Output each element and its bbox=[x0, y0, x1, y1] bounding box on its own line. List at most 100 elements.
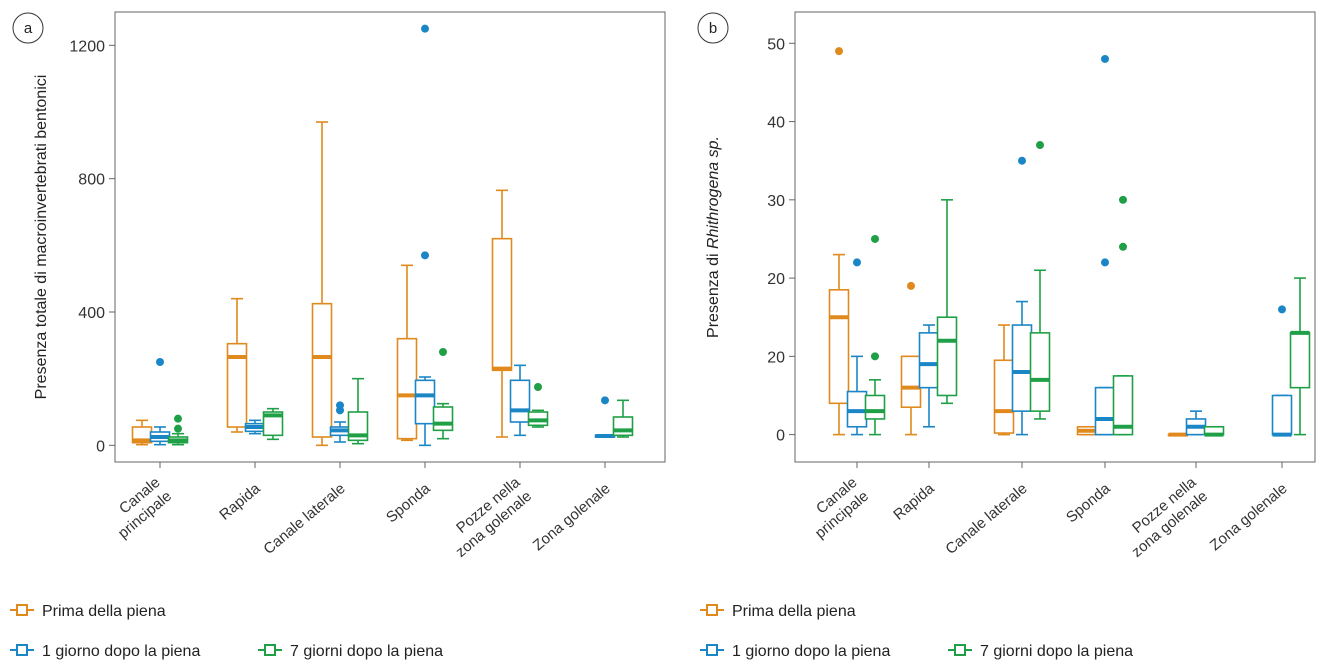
outlier-point bbox=[1119, 242, 1127, 251]
box-prima bbox=[396, 264, 418, 442]
outlier-point bbox=[336, 401, 344, 410]
legend-item-sette: 7 giorni dopo la piena bbox=[948, 643, 1133, 660]
box-sette bbox=[262, 407, 284, 441]
box-iqr bbox=[509, 379, 531, 423]
chart-panel-a: 0 400 800 1200 Canaleprincipale RapidaCanale … bbox=[12, 11, 666, 561]
outlier-point bbox=[871, 352, 879, 361]
box-uno bbox=[1271, 305, 1293, 437]
box-uno bbox=[149, 358, 171, 446]
box-iqr bbox=[432, 406, 454, 432]
box-iqr bbox=[226, 342, 248, 428]
box-sette bbox=[527, 383, 549, 428]
y-tick-label: 50 bbox=[767, 36, 785, 53]
x-tick-label: Canale laterale bbox=[942, 480, 1030, 558]
box-uno bbox=[414, 24, 436, 447]
legend-swatch-box bbox=[706, 604, 718, 616]
box-iqr bbox=[491, 237, 513, 372]
box-uno bbox=[846, 258, 868, 436]
box-uno bbox=[1011, 156, 1033, 436]
box-prima bbox=[900, 281, 922, 436]
box-iqr bbox=[1112, 375, 1134, 436]
x-tick-label: Zona golenale bbox=[1207, 480, 1291, 554]
legend-swatch-box bbox=[954, 644, 966, 656]
panel-letter: a bbox=[24, 20, 33, 37]
box-iqr bbox=[1271, 394, 1293, 436]
outlier-point bbox=[534, 383, 542, 391]
box-sette bbox=[612, 399, 634, 438]
box-prima bbox=[1167, 432, 1189, 437]
legend-panel-b: Prima della piena 1 giorno dopo la piena 7… bbox=[700, 603, 1133, 660]
outlier-point bbox=[439, 348, 447, 356]
y-tick-label: 30 bbox=[767, 193, 785, 210]
legend-swatch-box bbox=[16, 604, 28, 616]
box-iqr bbox=[1011, 324, 1033, 412]
x-tick-label: Pozze nellazona golenale bbox=[1117, 473, 1212, 560]
outlier-point bbox=[1119, 195, 1127, 204]
box-iqr bbox=[1094, 386, 1116, 436]
y-tick-label: 400 bbox=[78, 305, 105, 322]
box-uno bbox=[329, 401, 351, 443]
y-tick-label: 20 bbox=[767, 349, 785, 366]
legend-item-prima: Prima della piena bbox=[700, 603, 856, 620]
box-prima bbox=[993, 324, 1015, 436]
x-tick-label: Sponda bbox=[383, 480, 434, 527]
x-tick-label: Pozze nellazona golenale bbox=[441, 473, 536, 560]
box-iqr bbox=[993, 359, 1015, 434]
outlier-point bbox=[174, 424, 182, 433]
legend-label: Prima della piena bbox=[732, 603, 856, 620]
box-sette bbox=[1203, 425, 1225, 437]
box-iqr bbox=[262, 411, 284, 437]
outlier-point bbox=[1101, 258, 1109, 267]
outlier-point bbox=[1278, 305, 1286, 314]
box-iqr bbox=[414, 379, 436, 425]
box-uno bbox=[918, 324, 940, 428]
legend-item-uno: 1 giorno dopo la piena bbox=[700, 643, 890, 660]
box-iqr bbox=[347, 411, 369, 442]
x-tick-label: Zona golenale bbox=[530, 480, 614, 554]
box-iqr bbox=[1029, 332, 1051, 412]
plot-frame bbox=[114, 11, 666, 463]
box-sette bbox=[1112, 195, 1134, 436]
box-uno bbox=[594, 396, 616, 438]
legend-swatch-box bbox=[264, 644, 276, 656]
box-prima bbox=[828, 47, 850, 436]
legend-label: 1 giorno dopo la piena bbox=[732, 643, 890, 660]
y-tick-label: 20 bbox=[767, 271, 785, 288]
box-sette bbox=[432, 348, 454, 440]
box-uno bbox=[1185, 410, 1207, 436]
x-tick-label: Canaleprincipale bbox=[103, 474, 175, 542]
x-tick-label: Sponda bbox=[1063, 480, 1114, 527]
box-uno bbox=[1094, 54, 1116, 436]
y-tick-label: 800 bbox=[78, 172, 105, 189]
x-tick-label: Canaleprincipale bbox=[800, 474, 872, 542]
box-uno bbox=[509, 364, 531, 437]
legend-label: Prima della piena bbox=[42, 603, 166, 620]
box-iqr bbox=[612, 416, 634, 437]
legend-swatch-box bbox=[706, 644, 718, 656]
box-sette bbox=[347, 377, 369, 445]
y-tick-label: 0 bbox=[776, 428, 785, 445]
panel-letter: b bbox=[709, 20, 717, 37]
box-iqr bbox=[1289, 332, 1311, 389]
x-tick-label: Canale laterale bbox=[260, 480, 348, 558]
chart-panel-b: 0 20 20 30 40 50 Canaleprincipale Rapida Canale … bbox=[697, 11, 1316, 561]
box-sette bbox=[1289, 277, 1311, 436]
plot-frame bbox=[794, 11, 1316, 463]
outlier-point bbox=[1101, 54, 1109, 63]
box-uno bbox=[244, 419, 266, 435]
box-prima bbox=[226, 297, 248, 433]
box-sette bbox=[1029, 141, 1051, 420]
box-iqr bbox=[900, 355, 922, 409]
legend-item-prima: Prima della piena bbox=[10, 603, 166, 620]
outlier-point bbox=[871, 234, 879, 243]
box-prima bbox=[131, 419, 153, 446]
box-iqr bbox=[864, 394, 886, 420]
box-sette bbox=[936, 199, 958, 405]
outlier-point bbox=[1036, 141, 1044, 150]
y-tick-label: 0 bbox=[96, 438, 105, 455]
legend-label: 1 giorno dopo la piena bbox=[42, 643, 200, 660]
outlier-point bbox=[156, 358, 164, 366]
box-iqr bbox=[396, 337, 418, 440]
box-prima bbox=[491, 189, 513, 438]
